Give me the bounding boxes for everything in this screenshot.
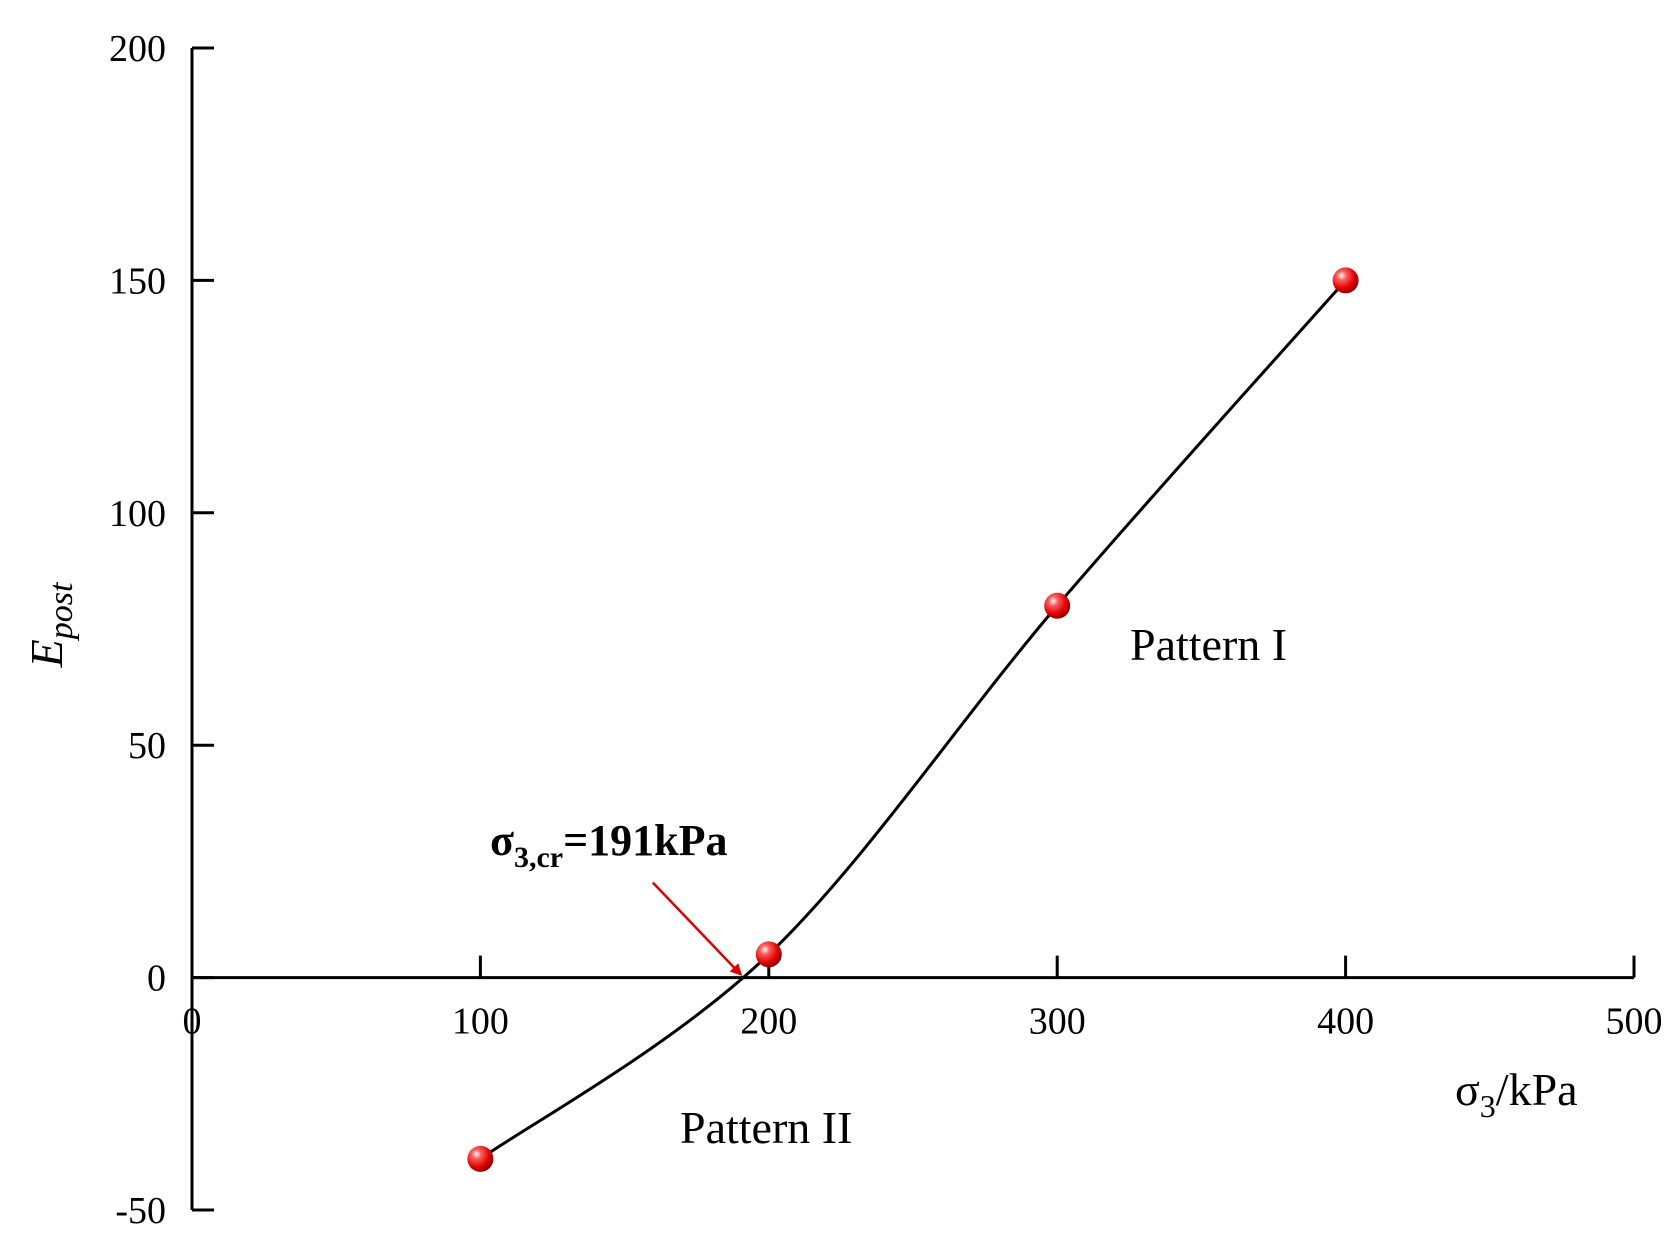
critical-arrow (651, 881, 743, 977)
x-axis-title-main: σ (1455, 1064, 1480, 1115)
y-tick-label: 150 (109, 260, 166, 302)
y-axis-title: Epost (21, 581, 80, 668)
y-tick-label: 200 (109, 28, 166, 70)
x-axis-title-sub: 3 (1480, 1088, 1496, 1124)
x-tick-label: 0 (183, 1001, 202, 1043)
x-tick-label: 400 (1317, 1001, 1374, 1043)
y-tick-label: -50 (115, 1190, 166, 1232)
x-tick-label: 300 (1029, 1001, 1086, 1043)
critical-label-main: σ (490, 816, 514, 865)
axes (190, 48, 1634, 1210)
pattern-i-label: Pattern I (1130, 619, 1287, 670)
critical-label: σ3,cr=191kPa (490, 816, 728, 874)
y-tick-label: 0 (147, 958, 166, 1000)
x-axis-title: σ3/kPa (1455, 1064, 1578, 1124)
critical-label-sub: 3,cr (514, 841, 563, 874)
tick-marks (192, 46, 1636, 1212)
x-tick-label: 500 (1606, 1001, 1663, 1043)
y-axis-title-sub: post (43, 581, 80, 641)
x-tick-label: 200 (740, 1001, 797, 1043)
critical-label-rest: =191kPa (563, 816, 727, 865)
data-point (1044, 592, 1071, 619)
data-point (1332, 267, 1359, 294)
pattern-ii-label: Pattern II (680, 1102, 852, 1153)
data-points (467, 267, 1359, 1172)
y-tick-label: 100 (109, 493, 166, 535)
y-tick-label: 50 (128, 725, 166, 767)
data-point (755, 941, 782, 968)
tick-labels: -50 0 50 100 150 200 0 100 200 300 400 500 (109, 28, 1663, 1232)
x-tick-label: 100 (452, 1001, 509, 1043)
data-point (467, 1145, 494, 1172)
series-line (479, 279, 1347, 1161)
y-axis-title-main: E (21, 639, 72, 668)
x-axis-title-unit: /kPa (1496, 1064, 1578, 1115)
